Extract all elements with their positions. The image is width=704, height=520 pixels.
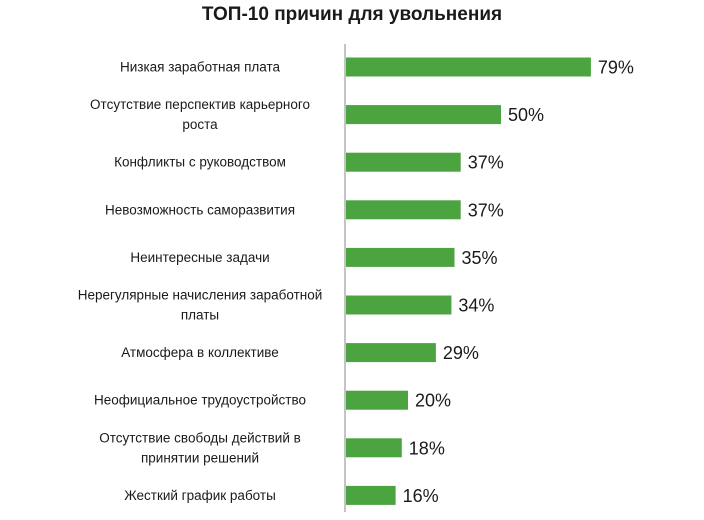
category-label-line: Отсутствие свободы действий в	[99, 430, 301, 445]
bar-1	[346, 57, 591, 77]
bar-4	[346, 200, 461, 220]
bar-6	[346, 295, 452, 315]
bar-2	[346, 105, 501, 125]
category-label-line: Неофициальное трудоустройство	[94, 393, 306, 408]
category-label-line: Отсутствие перспектив карьерного	[90, 97, 310, 112]
category-label-line: Жесткий график работы	[124, 488, 276, 503]
bars-group	[346, 57, 591, 505]
value-label-2: 50%	[508, 105, 544, 125]
value-label-10: 16%	[403, 486, 439, 506]
value-label-7: 29%	[443, 343, 479, 363]
category-label-line: Атмосфера в коллективе	[121, 345, 279, 360]
category-label-6: Нерегулярные начисления заработной платы	[78, 288, 323, 323]
category-label-10: Жесткий график работы	[124, 488, 276, 503]
category-label-3: Конфликты с руководством	[114, 155, 286, 170]
value-label-3: 37%	[468, 153, 504, 173]
bar-3	[346, 152, 461, 172]
bar-9	[346, 438, 402, 458]
category-label-line: принятии решений	[141, 450, 259, 465]
value-label-1: 79%	[598, 58, 634, 78]
bar-8	[346, 390, 408, 410]
bar-5	[346, 247, 455, 267]
chart-title: ТОП-10 причин для увольнения	[201, 4, 503, 25]
value-label-8: 20%	[415, 391, 451, 411]
category-label-5: Неинтересные задачи	[130, 250, 269, 265]
value-label-9: 18%	[409, 438, 445, 458]
category-label-line: Низкая заработная плата	[120, 60, 281, 75]
bar-10	[346, 485, 396, 505]
category-labels: Низкая заработная плата Отсутствие перспе…	[78, 60, 323, 503]
category-label-7: Атмосфера в коллективе	[121, 345, 279, 360]
category-label-line: платы	[181, 308, 219, 323]
value-labels: 79% 50% 37% 37% 35% 34% 29% 20% 18% 16%	[403, 58, 634, 506]
value-label-6: 34%	[458, 296, 494, 316]
category-label-9: Отсутствие свободы действий в принятии ре…	[99, 430, 301, 465]
category-label-2: Отсутствие перспектив карьерного роста	[90, 97, 310, 132]
category-label-line: Невозможность саморазвития	[105, 202, 295, 217]
category-label-line: Конфликты с руководством	[114, 155, 286, 170]
value-label-4: 37%	[468, 200, 504, 220]
category-label-1: Низкая заработная плата	[120, 60, 281, 75]
bar-7	[346, 343, 436, 363]
value-label-5: 35%	[462, 248, 498, 268]
category-label-line: роста	[182, 117, 218, 132]
category-label-line: Нерегулярные начисления заработной	[78, 288, 323, 303]
category-label-line: Неинтересные задачи	[130, 250, 269, 265]
category-label-4: Невозможность саморазвития	[105, 202, 295, 217]
category-label-8: Неофициальное трудоустройство	[94, 393, 306, 408]
